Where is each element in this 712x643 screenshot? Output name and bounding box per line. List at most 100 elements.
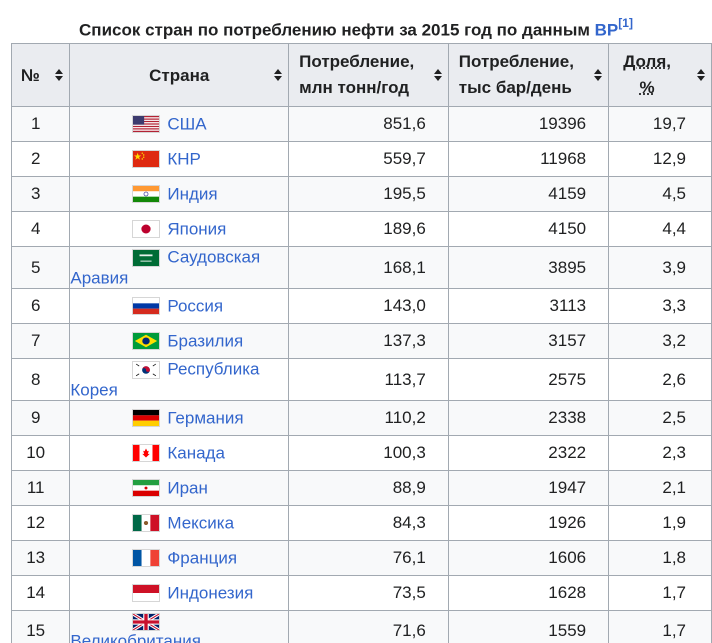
table-row: 6 Россия 143,0 3113 3,3 [10,288,712,325]
table-row: 11 Иран 88,9 1947 2,1 [10,470,712,507]
country-link[interactable]: Индия [167,184,218,204]
share-cell: 3,9 [608,245,712,290]
consumption-kbd-cell: 1628 [447,575,610,612]
consumption-kbd-cell: 4159 [447,176,610,212]
table-row: 13 Франция 76,1 1606 1,8 [10,540,712,577]
share-cell: 3,3 [608,288,712,325]
cn-flag-icon [132,150,161,169]
sort-icon[interactable] [55,69,64,81]
country-cell: Бразилия [69,323,290,360]
country-link[interactable]: Япония [167,219,227,239]
share-cell: 1,8 [608,540,712,577]
table-row: 8 Республика Корея 113,7 2575 2,6 [10,358,712,402]
country-link[interactable]: Канада [167,443,225,463]
country-link[interactable]: Франция [167,548,238,568]
country-link[interactable]: Бразилия [167,331,244,351]
consumption-kbd-cell: 2338 [447,400,610,437]
caption-text: Список стран по потреблению нефти за 201… [79,20,595,40]
id-flag-icon [132,584,161,603]
sa-flag-icon [132,248,161,267]
oil-consumption-table: № Страна Потребление, млн тонн/год Потреб… [10,43,712,643]
country-cell: Франция [69,540,290,577]
consumption-mt-cell: 168,1 [288,245,449,290]
sort-icon[interactable] [433,69,442,81]
header-consumption-mt[interactable]: Потребление, млн тонн/год [288,43,449,107]
rank-cell: 4 [10,211,71,247]
share-cell: 2,5 [608,400,712,437]
rank-cell: 2 [10,141,71,177]
table-row: 4 Япония 189,6 4150 4,4 [10,211,712,247]
consumption-mt-cell: 71,6 [288,610,449,643]
ir-flag-icon [132,479,161,498]
consumption-kbd-cell: 11968 [447,141,610,177]
consumption-kbd-cell: 1947 [447,470,610,507]
kr-flag-icon [132,360,161,379]
consumption-kbd-cell: 1606 [447,540,610,577]
table-caption: Список стран по потреблению нефти за 201… [0,14,712,42]
country-link[interactable]: Россия [167,296,224,316]
header-consumption-kbd[interactable]: Потребление, тыс бар/день [447,43,610,107]
consumption-mt-cell: 76,1 [288,540,449,577]
ru-flag-icon [132,297,161,316]
reference-link[interactable]: [1] [618,16,633,30]
country-link[interactable]: Республика Корея [70,359,260,400]
consumption-mt-cell: 137,3 [288,323,449,360]
header-num[interactable]: № [10,43,71,107]
jp-flag-icon [132,220,161,239]
sort-icon[interactable] [697,69,705,81]
rank-cell: 1 [10,106,71,142]
table-row: 14 Индонезия 73,5 1628 1,7 [10,575,712,612]
consumption-kbd-cell: 3157 [447,323,610,360]
country-link[interactable]: Иран [167,478,208,498]
bp-link[interactable]: BP [594,20,619,40]
table-row: 1 США 851,6 19396 19,7 [10,106,712,142]
consumption-mt-cell: 100,3 [288,435,449,472]
country-cell: Германия [69,400,290,437]
ca-flag-icon [132,444,161,463]
country-link[interactable]: Великобритания [70,631,201,643]
share-cell: 4,5 [608,176,712,212]
country-link[interactable]: Индонезия [167,583,254,603]
table-row: 7 Бразилия 137,3 3157 3,2 [10,323,712,360]
consumption-kbd-cell: 3895 [447,245,610,290]
share-cell: 19,7 [608,106,712,142]
share-cell: 1,9 [608,505,712,542]
country-cell: Иран [69,470,290,507]
country-cell: Республика Корея [69,358,290,402]
rank-cell: 12 [10,505,71,542]
country-cell: Саудовская Аравия [69,245,290,290]
country-link[interactable]: Германия [167,408,244,428]
country-cell: Индия [69,176,290,212]
header-row: № Страна Потребление, млн тонн/год Потреб… [10,43,712,107]
country-link[interactable]: КНР [167,149,201,169]
table-row: 2 КНР 559,7 11968 12,9 [10,141,712,177]
rank-cell: 7 [10,323,71,360]
consumption-kbd-cell: 4150 [447,211,610,247]
country-cell: Великобритания [69,610,290,643]
rank-cell: 13 [10,540,71,577]
gb-flag-icon [132,612,161,631]
consumption-kbd-cell: 19396 [447,106,610,142]
share-cell: 2,3 [608,435,712,472]
country-link[interactable]: Мексика [167,513,235,533]
consumption-mt-cell: 110,2 [288,400,449,437]
consumption-kbd-cell: 2322 [447,435,610,472]
rank-cell: 9 [10,400,71,437]
header-share[interactable]: Доля,% [608,43,712,107]
header-country[interactable]: Страна [69,43,290,107]
sort-icon[interactable] [274,69,283,81]
country-link[interactable]: Саудовская Аравия [70,247,261,288]
consumption-mt-cell: 143,0 [288,288,449,325]
us-flag-icon [132,115,161,134]
country-cell: США [69,106,290,142]
in-flag-icon [132,185,161,204]
country-cell: Канада [69,435,290,472]
rank-cell: 5 [10,245,71,290]
consumption-kbd-cell: 1926 [447,505,610,542]
country-link[interactable]: США [167,114,207,134]
consumption-mt-cell: 88,9 [288,470,449,507]
consumption-mt-cell: 189,6 [288,211,449,247]
rank-cell: 15 [10,610,71,643]
sort-icon[interactable] [594,69,603,81]
